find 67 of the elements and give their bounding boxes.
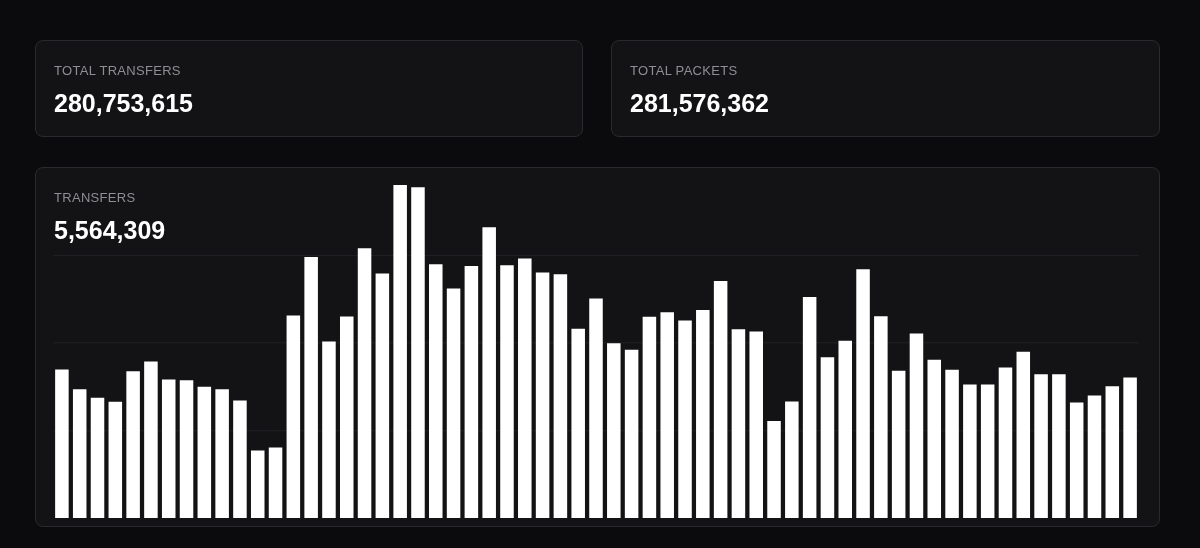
bar bbox=[500, 265, 514, 518]
bar bbox=[927, 359, 942, 518]
bar bbox=[1069, 402, 1084, 518]
bar bbox=[856, 269, 870, 518]
bar bbox=[161, 379, 176, 518]
chart-title: TRANSFERS bbox=[54, 190, 136, 205]
bar bbox=[535, 272, 550, 518]
bar bbox=[108, 401, 123, 518]
bar bbox=[197, 386, 212, 518]
bar bbox=[233, 400, 247, 518]
bar bbox=[215, 389, 229, 518]
text: 5,564,309 bbox=[54, 216, 166, 245]
bar bbox=[250, 450, 265, 518]
bar bbox=[713, 280, 728, 518]
bar bbox=[446, 288, 461, 518]
bar bbox=[72, 389, 87, 518]
bar bbox=[144, 361, 158, 518]
bar bbox=[963, 384, 977, 518]
bar bbox=[482, 227, 496, 518]
bar bbox=[785, 401, 799, 518]
bar bbox=[1087, 395, 1102, 518]
bar bbox=[1016, 351, 1031, 518]
bar bbox=[909, 333, 924, 518]
bar bbox=[642, 316, 657, 518]
bar bbox=[820, 357, 835, 518]
text: 280,753,615 bbox=[54, 89, 194, 118]
bar bbox=[1123, 377, 1137, 518]
bar bbox=[179, 380, 194, 518]
bar bbox=[749, 331, 763, 518]
bar bbox=[874, 316, 888, 518]
bar bbox=[802, 296, 817, 518]
bar bbox=[678, 320, 692, 518]
bar bbox=[838, 340, 853, 518]
bar bbox=[304, 256, 318, 518]
bar bbox=[696, 309, 710, 518]
bar bbox=[375, 273, 390, 518]
bar bbox=[464, 265, 479, 518]
bar bbox=[624, 349, 639, 518]
text: TOTAL PACKETS bbox=[630, 63, 738, 78]
bar bbox=[731, 329, 746, 518]
bar bbox=[1034, 374, 1048, 518]
bar bbox=[980, 384, 995, 518]
bar bbox=[322, 341, 336, 518]
bar bbox=[55, 369, 69, 518]
bar bbox=[891, 370, 906, 518]
bar bbox=[268, 447, 283, 518]
bar bbox=[1105, 386, 1120, 518]
bar bbox=[660, 312, 674, 518]
bar bbox=[1052, 374, 1066, 518]
bar bbox=[90, 397, 105, 518]
bar bbox=[126, 371, 140, 518]
text: 281,576,362 bbox=[630, 89, 770, 118]
bar bbox=[411, 187, 425, 518]
bar bbox=[945, 369, 959, 518]
bar bbox=[998, 367, 1013, 518]
bar bbox=[767, 421, 781, 518]
bar bbox=[518, 258, 532, 518]
bar bbox=[607, 343, 621, 518]
bar bbox=[589, 298, 603, 518]
text: TOTAL TRANSFERS bbox=[54, 63, 181, 78]
bar bbox=[429, 264, 443, 518]
bar bbox=[286, 315, 301, 518]
bar bbox=[571, 328, 585, 518]
bar bbox=[393, 185, 407, 518]
bar bbox=[553, 274, 568, 518]
bar bbox=[339, 316, 354, 518]
bar bbox=[357, 248, 372, 518]
